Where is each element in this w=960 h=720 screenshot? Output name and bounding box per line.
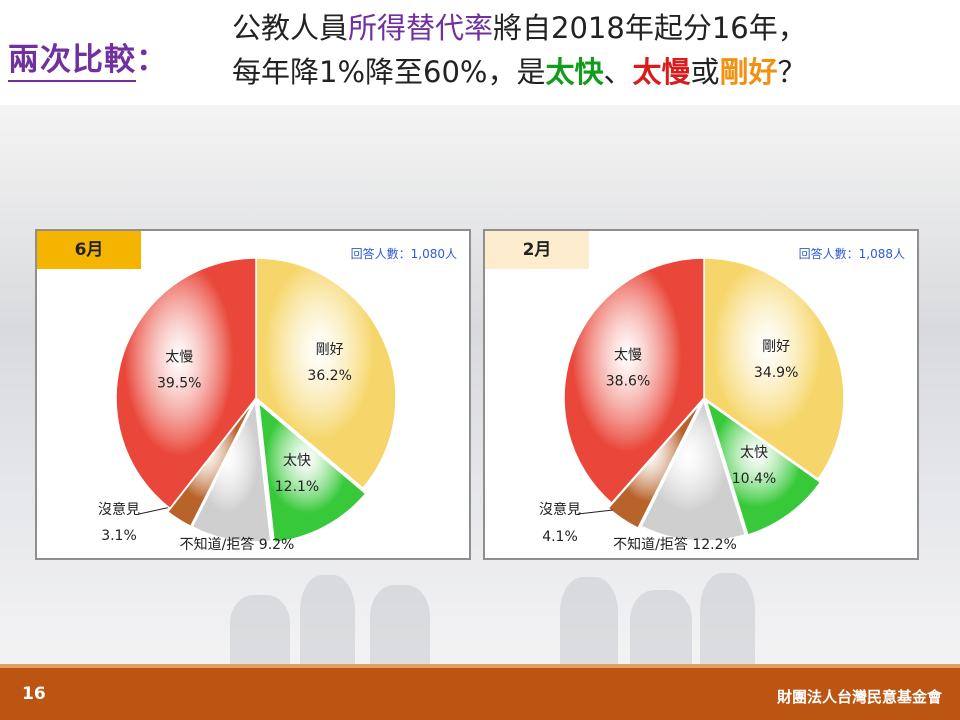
- pie-slice-dont-know: [640, 398, 747, 542]
- slide-footer: 16 財團法人台灣民意基金會: [0, 664, 960, 720]
- pie-slice-dont-know: [191, 399, 272, 543]
- panel-june-title: 6月: [37, 231, 141, 269]
- panel-february: 2月 回答人數：1,088人 剛好 34.9% 太快 10.4% 不知道/拒答 12.2…: [483, 229, 919, 560]
- q2-good: 剛好: [719, 55, 778, 89]
- data-label-no-opinion-name: 沒意見: [539, 501, 581, 518]
- question-title: 公教人員所得替代率將自2018年起分16年， 每年降1%降至60%，是太快、太慢…: [232, 6, 952, 94]
- data-label-just-right-name: 剛好: [316, 342, 344, 358]
- pie-slice-too-slow: [563, 257, 705, 505]
- q2-fast: 太快: [545, 55, 604, 89]
- question-line-1: 公教人員所得替代率將自2018年起分16年，: [232, 6, 952, 50]
- q2-sep: 、: [603, 55, 633, 89]
- data-label-too-slow-value: 38.6%: [606, 373, 650, 389]
- pie-slice-just-right: [255, 257, 397, 490]
- pie-chart-june: 剛好 36.2% 太快 12.1% 不知道/拒答 9.2% 沒意見 3.1% 太慢 39.5%: [98, 257, 397, 553]
- pie-chart-february: 剛好 34.9% 太快 10.4% 不知道/拒答 12.2% 沒意見 4.1% 太慢 38.6%: [539, 257, 845, 553]
- comparison-label: 兩次比較：: [8, 34, 168, 82]
- pie-slice-just-right: [703, 257, 845, 481]
- data-label-too-fast-value: 12.1%: [275, 479, 319, 495]
- data-label-too-fast-name: 太快: [740, 445, 768, 461]
- q1-part-a: 公教人員: [232, 11, 349, 45]
- data-label-dont-know: 不知道/拒答 9.2%: [180, 536, 295, 553]
- q2-part-a: 每年降1%降至60%，是: [232, 55, 546, 89]
- organization-name: 財團法人台灣民意基金會: [776, 688, 942, 706]
- q1-part-c: 將自2018年起分16年，: [493, 11, 807, 45]
- panel-february-title: 2月: [485, 231, 589, 269]
- panel-june: 6月 回答人數：1,080人 剛好 36.2% 太快 12.1% 不知道/拒答 9.2%…: [35, 229, 471, 560]
- comparison-label-text: 兩次比較: [8, 42, 136, 82]
- page-number: 16: [22, 684, 46, 704]
- pie-slice-too-fast: [257, 401, 367, 544]
- data-label-too-fast-value: 10.4%: [732, 471, 776, 487]
- data-label-dont-know: 不知道/拒答 12.2%: [613, 536, 737, 553]
- data-label-just-right-value: 36.2%: [307, 368, 351, 384]
- comparison-colon: ：: [136, 42, 168, 78]
- data-label-no-opinion-value: 4.1%: [542, 529, 578, 545]
- data-label-just-right-value: 34.9%: [754, 365, 798, 381]
- q2-slow: 太慢: [632, 55, 691, 89]
- data-label-too-slow-name: 太慢: [614, 346, 642, 363]
- leader-line-no-opinion: [138, 506, 172, 515]
- slide-header: 兩次比較： 公教人員所得替代率將自2018年起分16年， 每年降1%降至60%，…: [0, 0, 960, 105]
- pie-slice-no-opinion: [166, 400, 255, 528]
- q2-or: 或: [690, 55, 720, 89]
- q2-question: ？: [777, 55, 807, 89]
- data-label-too-slow-name: 太慢: [165, 349, 193, 366]
- leader-line-no-opinion: [577, 509, 614, 515]
- data-label-too-fast-name: 太快: [283, 453, 311, 469]
- question-line-2: 每年降1%降至60%，是太快、太慢或剛好？: [232, 50, 952, 94]
- panel-june-respondents: 回答人數：1,080人: [350, 247, 457, 261]
- data-label-no-opinion-value: 3.1%: [101, 528, 137, 544]
- data-label-too-slow-value: 39.5%: [157, 376, 201, 392]
- panel-february-respondents: 回答人數：1,088人: [798, 247, 905, 261]
- data-label-just-right-name: 剛好: [762, 339, 790, 355]
- q1-part-b: 所得替代率: [348, 11, 494, 45]
- pie-slice-no-opinion: [607, 402, 702, 530]
- data-label-no-opinion-name: 沒意見: [98, 501, 140, 518]
- pie-slice-too-fast: [704, 399, 822, 536]
- pie-slice-too-slow: [115, 257, 257, 510]
